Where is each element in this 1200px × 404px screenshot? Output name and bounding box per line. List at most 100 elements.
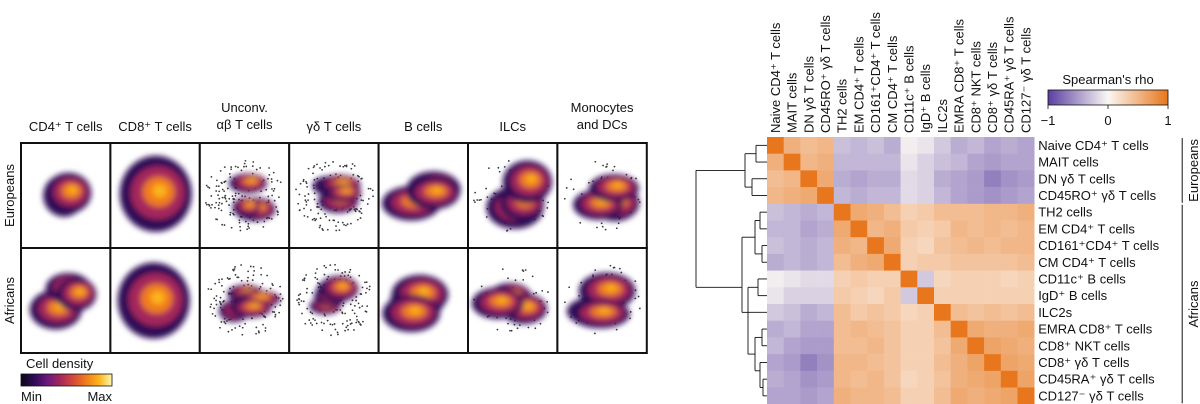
heatmap-cell-10-11 — [950, 304, 968, 321]
heatmap-cell-5-9 — [917, 220, 935, 238]
density-point — [238, 325, 241, 328]
density-point — [224, 322, 227, 325]
density-point — [229, 211, 232, 214]
density-point — [485, 187, 488, 190]
heatmap-cell-12-12 — [967, 337, 985, 355]
density-point — [359, 323, 362, 326]
density-point — [299, 293, 302, 295]
heatmap-cell-7-2 — [800, 253, 818, 271]
heatmap-cell-11-2 — [800, 320, 818, 338]
density-point — [354, 209, 357, 212]
heatmap-cell-6-6 — [867, 237, 885, 255]
density-point — [541, 289, 544, 292]
density-point — [247, 222, 250, 225]
density-point — [205, 184, 208, 187]
heatmap-cell-7-8 — [900, 253, 918, 271]
heatmap-cell-14-14 — [1000, 370, 1018, 388]
density-point — [238, 221, 241, 224]
density-point — [207, 288, 210, 290]
heatmap-cell-6-2 — [800, 237, 818, 255]
density-point — [365, 281, 368, 284]
density-point — [342, 165, 345, 168]
density-point — [219, 326, 221, 329]
heatmap-cell-4-10 — [934, 203, 951, 221]
heatmap-cell-12-6 — [867, 337, 885, 355]
density-point — [547, 201, 549, 204]
density-point — [226, 277, 229, 279]
density-point — [309, 311, 312, 314]
density-point — [228, 204, 230, 206]
density-point — [336, 331, 339, 334]
heatmap-cell-14-1 — [783, 370, 801, 388]
heatmap-cell-13-14 — [1000, 354, 1018, 372]
density-map-0-2 — [198, 142, 291, 249]
density-point — [316, 205, 319, 208]
density-point — [259, 285, 262, 288]
density-point — [496, 328, 499, 331]
density-point — [311, 312, 314, 315]
heatmap-cell-13-10 — [934, 354, 951, 372]
heatmap-cell-10-15 — [1017, 304, 1035, 321]
density-map-0-0 — [20, 142, 112, 249]
density-point — [314, 319, 316, 322]
heatmap-cell-2-2 — [800, 170, 818, 188]
heatmap-cell-14-13 — [984, 370, 1002, 388]
density-point — [273, 199, 276, 202]
density-point — [474, 191, 477, 194]
density-map-0-5 — [467, 142, 559, 249]
heatmap-cell-0-1 — [783, 137, 801, 154]
density-point — [329, 264, 332, 267]
heatmap-cell-8-14 — [1000, 270, 1018, 288]
heatmap-cell-3-4 — [833, 187, 851, 205]
density-point — [237, 276, 240, 279]
heatmap-cell-11-11 — [950, 320, 968, 338]
density-point — [505, 229, 508, 232]
heatmap-cell-9-14 — [1000, 287, 1018, 305]
density-point — [300, 300, 303, 302]
colorbar-tick-2: 1 — [1164, 113, 1171, 128]
heatmap-col-label-11: EMRA CD8⁺ T cells — [952, 18, 967, 133]
density-point — [241, 195, 244, 197]
heatmap-cell-4-12 — [967, 203, 985, 221]
heatmap-cell-2-3 — [817, 170, 835, 188]
heatmap-cell-0-7 — [883, 137, 901, 154]
density-blob — [526, 175, 537, 183]
heatmap-cell-11-3 — [817, 320, 835, 338]
density-point — [325, 266, 327, 269]
density-point — [356, 174, 359, 177]
density-point — [617, 222, 620, 225]
density-point — [615, 227, 618, 230]
density-point — [372, 195, 374, 198]
heatmap-cell-12-7 — [883, 337, 901, 355]
density-point — [355, 299, 358, 302]
column-header-3: γδ T cells — [307, 119, 362, 134]
density-point — [303, 279, 306, 282]
density-point — [279, 181, 282, 184]
heatmap-cell-5-11 — [950, 220, 968, 238]
density-point — [234, 165, 237, 168]
density-point — [214, 315, 217, 317]
heatmap-cell-11-10 — [934, 320, 951, 338]
heatmap-cell-14-0 — [767, 370, 784, 388]
density-point — [602, 164, 604, 167]
heatmap-cell-7-11 — [950, 253, 968, 271]
density-point — [513, 323, 516, 326]
density-point — [240, 279, 243, 282]
density-point — [337, 221, 340, 224]
density-point — [275, 206, 278, 208]
density-point — [248, 227, 250, 229]
density-point — [217, 194, 220, 197]
density-point — [629, 317, 631, 320]
density-point — [629, 311, 632, 313]
density-point — [210, 303, 213, 306]
density-point — [274, 306, 277, 308]
density-point — [267, 177, 269, 180]
heatmap-cell-12-4 — [833, 337, 851, 355]
heatmap-cell-4-11 — [950, 203, 968, 221]
density-point — [604, 228, 607, 231]
density-point — [331, 323, 334, 326]
heatmap-cell-6-12 — [967, 237, 985, 255]
density-colorbar — [20, 373, 113, 387]
heatmap-cell-15-6 — [867, 387, 885, 404]
